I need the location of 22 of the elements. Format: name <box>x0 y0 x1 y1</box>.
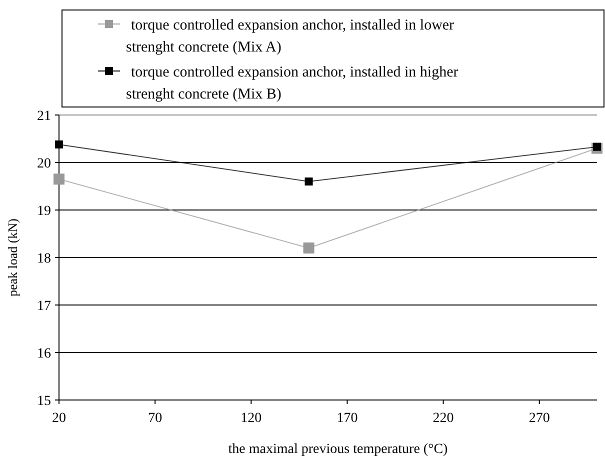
x-tick-label: 220 <box>432 411 454 426</box>
y-tick-label: 17 <box>37 298 51 314</box>
x-axis-title: the maximal previous temperature (°C) <box>228 442 448 457</box>
point <box>303 242 314 254</box>
y-tick-label: 21 <box>37 108 51 124</box>
y-axis-title: peak load (kN) <box>5 218 20 296</box>
x-tick-label: 20 <box>52 411 66 426</box>
x-tick-label: 120 <box>240 411 262 426</box>
x-tick-label: 70 <box>148 411 162 426</box>
point <box>54 174 64 185</box>
y-tick-label: 15 <box>37 394 51 409</box>
y-tick-label: 18 <box>37 251 51 266</box>
legend-label: torque controlled expansion anchor, installed in lower strenght concrete (Mix A) <box>126 17 454 56</box>
x-tick-label: 170 <box>336 411 358 426</box>
point <box>304 178 313 186</box>
y-tick-label: 20 <box>37 156 51 172</box>
point <box>593 142 601 151</box>
x-tick-label: 270 <box>528 411 550 426</box>
y-tick-label: 19 <box>37 204 51 219</box>
y-tick-label: 16 <box>37 346 51 362</box>
legend-label: torque controlled expansion anchor, installed in higher strenght concrete (Mix B) <box>126 64 458 102</box>
point <box>55 140 63 148</box>
